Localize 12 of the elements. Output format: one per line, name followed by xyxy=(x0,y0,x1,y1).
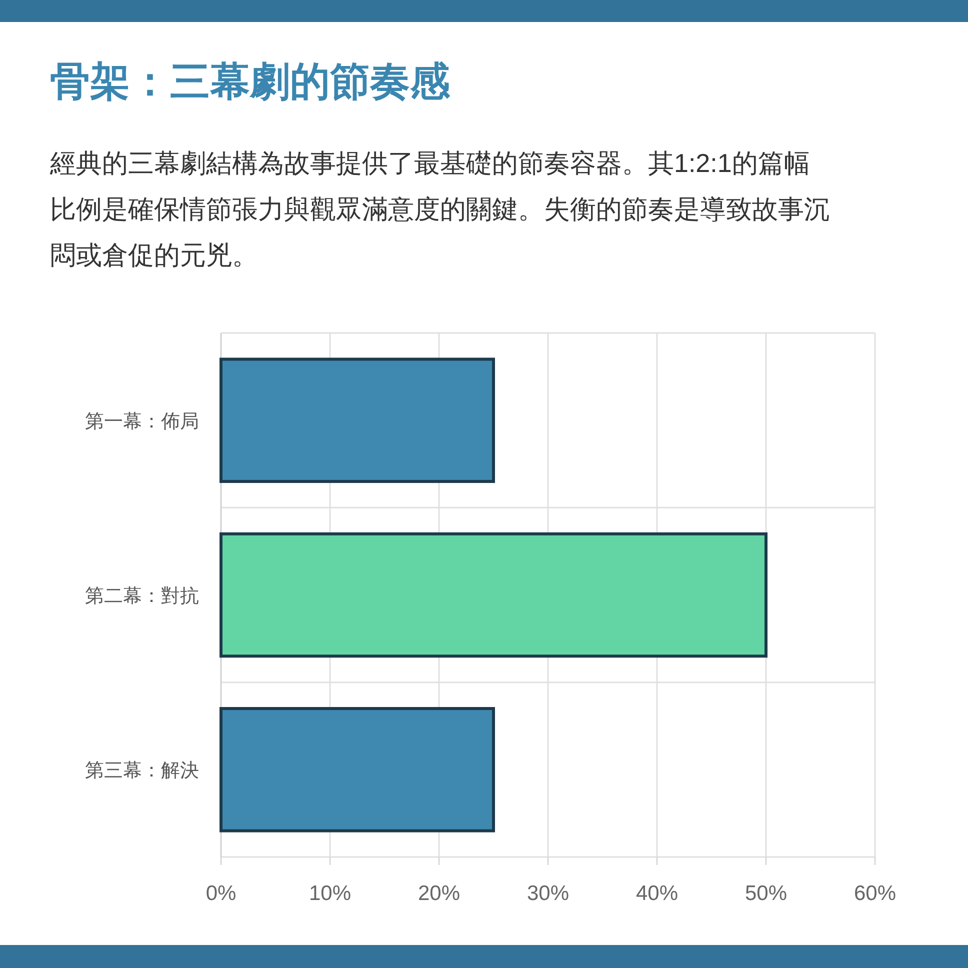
y-tick-label: 第二幕：對抗 xyxy=(85,586,199,607)
x-tick-label: 50% xyxy=(744,882,788,905)
x-tick-label: 40% xyxy=(636,882,678,905)
y-tick-label: 第三幕：解決 xyxy=(85,760,199,782)
chart-subtitle: 經典的三幕劇結構為故事提供了最基礎的節奏容器。其1:2:1的篇幅比例是確保情節張力與觀眾滿意度的關鍵。失衡的節奏是導致故事沉悶或倉促的元兇。 xyxy=(49,148,830,270)
x-tick-label: 60% xyxy=(854,882,896,905)
chart-title: 骨架：三幕劇的節奏感 xyxy=(50,60,451,104)
y-tick-label: 第一幕：佈局 xyxy=(85,411,199,432)
x-tick-label: 30% xyxy=(526,882,570,905)
x-tick-label: 10% xyxy=(308,882,352,905)
x-tick-label: 0% xyxy=(206,882,236,905)
x-tick-label: 20% xyxy=(418,882,460,905)
